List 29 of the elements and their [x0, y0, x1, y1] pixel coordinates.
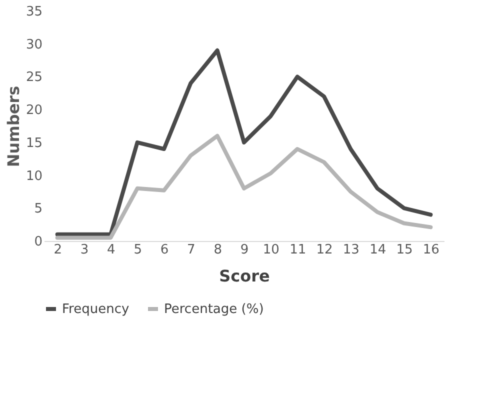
x-tick-label: 12 — [316, 242, 333, 258]
x-tick-label: 5 — [134, 242, 142, 258]
x-tick-label: 4 — [107, 242, 116, 258]
y-tick-label: 20 — [26, 103, 42, 118]
y-tick-label: 15 — [26, 136, 42, 151]
x-tick-label: 8 — [214, 242, 222, 258]
x-tick-label: 16 — [422, 242, 440, 258]
x-tick-label: 13 — [342, 242, 360, 258]
x-tick-label: 9 — [240, 242, 249, 258]
y-tick-label: 30 — [26, 37, 42, 52]
x-tick-label: 15 — [396, 242, 413, 258]
x-tick-label: 7 — [187, 242, 196, 258]
y-tick-label: 0 — [34, 234, 42, 250]
legend-label: Percentage (%) — [164, 302, 264, 317]
x-tick-label: 2 — [54, 242, 62, 258]
line-series — [55, 48, 433, 236]
legend-label: Frequency — [62, 302, 130, 317]
y-tick-label: 35 — [26, 4, 42, 20]
y-axis-title: Numbers — [4, 86, 23, 168]
x-tick-label: 14 — [370, 242, 386, 258]
y-tick-label: 25 — [26, 70, 42, 86]
x-axis-title: Score — [219, 266, 270, 286]
y-tick-label: 5 — [34, 202, 42, 217]
x-tick-label: 11 — [290, 242, 306, 258]
x-tick-label: 10 — [262, 242, 280, 258]
x-tick-label: 6 — [160, 242, 169, 258]
line-series — [55, 134, 433, 240]
y-tick-label: 10 — [26, 168, 42, 184]
x-tick-label: 3 — [80, 242, 89, 258]
